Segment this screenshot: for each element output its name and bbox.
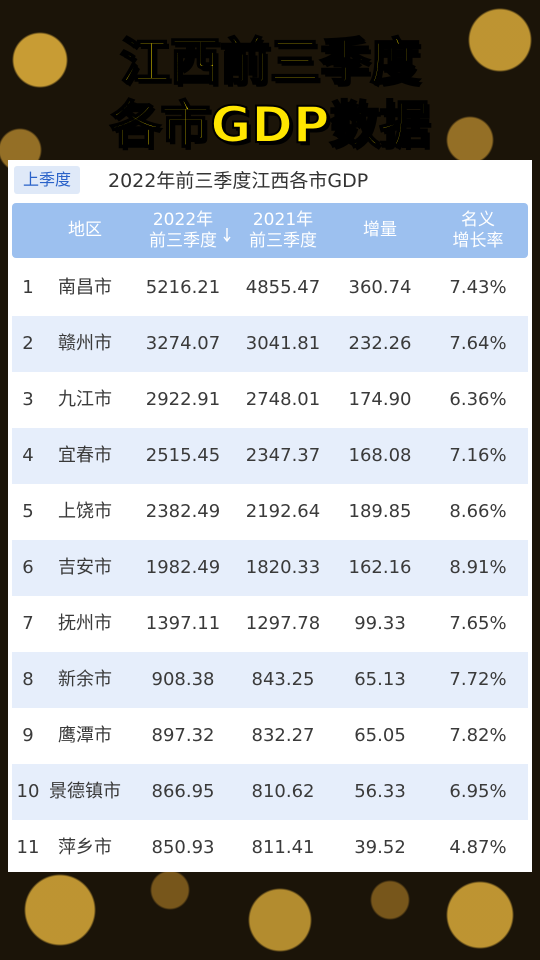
value-cell: 39.52 bbox=[354, 837, 406, 858]
column-header: 地区 bbox=[68, 220, 102, 240]
value-cell: 232.26 bbox=[348, 333, 412, 354]
rank: 9 bbox=[22, 725, 34, 746]
value-cell: 1820.33 bbox=[245, 557, 321, 578]
value-cell: 99.33 bbox=[354, 613, 406, 634]
rank: 11 bbox=[16, 837, 40, 858]
title-line: 江西前三季度 bbox=[119, 32, 421, 92]
value-cell: 5216.21 bbox=[145, 277, 221, 298]
title-line: 各市GDP数据 bbox=[109, 95, 430, 155]
value-cell: 843.25 bbox=[251, 669, 315, 690]
city: 萍乡市 bbox=[58, 837, 112, 858]
value-cell: 174.90 bbox=[348, 389, 412, 410]
table-row: 7 抚州市 1397.11 1297.78 99.33 7.65% bbox=[12, 596, 528, 652]
table-row: 6 吉安市 1982.49 1820.33 162.16 8.91% bbox=[12, 540, 528, 596]
column-header: 前三季度 bbox=[249, 231, 317, 251]
value-cell: 832.27 bbox=[251, 725, 315, 746]
value-cell: 1397.11 bbox=[145, 613, 221, 634]
value-cell: 7.16% bbox=[449, 445, 507, 466]
value-cell: 897.32 bbox=[151, 725, 215, 746]
value-cell: 7.82% bbox=[449, 725, 507, 746]
city: 宜春市 bbox=[58, 445, 112, 466]
rank: 10 bbox=[16, 781, 40, 802]
table-row: 11 萍乡市 850.93 811.41 39.52 4.87% bbox=[12, 820, 528, 872]
column-header: 名义 bbox=[461, 210, 495, 230]
table-row: 1 南昌市 5216.21 4855.47 360.74 7.43% bbox=[12, 260, 528, 316]
value-cell: 866.95 bbox=[151, 781, 215, 802]
table-row: 8 新余市 908.38 843.25 65.13 7.72% bbox=[12, 652, 528, 708]
value-cell: 1297.78 bbox=[245, 613, 321, 634]
city: 鹰潭市 bbox=[58, 725, 112, 746]
value-cell: 8.91% bbox=[449, 557, 507, 578]
value-cell: 65.13 bbox=[354, 669, 406, 690]
value-cell: 7.64% bbox=[449, 333, 507, 354]
value-cell: 2515.45 bbox=[145, 445, 221, 466]
value-cell: 7.65% bbox=[449, 613, 507, 634]
tab[interactable]: 上季度 bbox=[14, 166, 80, 194]
table-row: 2 赣州市 3274.07 3041.81 232.26 7.64% bbox=[12, 316, 528, 372]
value-cell: 2382.49 bbox=[145, 501, 221, 522]
table-row: 9 鹰潭市 897.32 832.27 65.05 7.82% bbox=[12, 708, 528, 764]
value-cell: 2748.01 bbox=[245, 389, 321, 410]
value-cell: 8.66% bbox=[449, 501, 507, 522]
city: 抚州市 bbox=[58, 613, 112, 634]
rank: 3 bbox=[22, 389, 34, 410]
value-cell: 2347.37 bbox=[245, 445, 321, 466]
value-cell: 850.93 bbox=[151, 837, 215, 858]
column-header: 前三季度 bbox=[149, 231, 217, 251]
value-cell: 4.87% bbox=[449, 837, 507, 858]
value-cell: 4855.47 bbox=[245, 277, 321, 298]
city: 新余市 bbox=[58, 669, 112, 690]
city: 赣州市 bbox=[58, 333, 112, 354]
value-cell: 908.38 bbox=[151, 669, 215, 690]
table-row: 3 九江市 2922.91 2748.01 174.90 6.36% bbox=[12, 372, 528, 428]
table-panel: 上季度 2022年前三季度江西各市GDP 地区 2022年 前三季度 2021年 前三季… bbox=[8, 160, 532, 872]
value-cell: 6.95% bbox=[449, 781, 507, 802]
rank: 2 bbox=[22, 333, 34, 354]
value-cell: 189.85 bbox=[348, 501, 412, 522]
value-cell: 7.43% bbox=[449, 277, 507, 298]
rank: 7 bbox=[22, 613, 34, 634]
value-cell: 65.05 bbox=[354, 725, 406, 746]
table-row: 10 景德镇市 866.95 810.62 56.33 6.95% bbox=[12, 764, 528, 820]
city: 吉安市 bbox=[58, 557, 112, 578]
column-header: 2022年 bbox=[152, 210, 214, 230]
value-cell: 3274.07 bbox=[145, 333, 221, 354]
rank: 1 bbox=[22, 277, 34, 298]
value-cell: 6.36% bbox=[449, 389, 507, 410]
rank: 5 bbox=[22, 501, 34, 522]
city: 上饶市 bbox=[58, 501, 112, 522]
value-cell: 162.16 bbox=[348, 557, 412, 578]
value-cell: 56.33 bbox=[354, 781, 406, 802]
city: 景德镇市 bbox=[49, 781, 121, 802]
column-header: 增长率 bbox=[452, 231, 504, 251]
value-cell: 1982.49 bbox=[145, 557, 221, 578]
value-cell: 2192.64 bbox=[245, 501, 321, 522]
table-row: 4 宜春市 2515.45 2347.37 168.08 7.16% bbox=[12, 428, 528, 484]
rank: 4 bbox=[22, 445, 34, 466]
value-cell: 7.72% bbox=[449, 669, 507, 690]
header-row: 地区 2022年 前三季度 2021年 前三季度 增量 名义 增长率 bbox=[12, 203, 528, 258]
rank: 6 bbox=[22, 557, 34, 578]
value-cell: 810.62 bbox=[251, 781, 315, 802]
rank: 8 bbox=[22, 669, 34, 690]
sort-icon[interactable] bbox=[223, 227, 231, 243]
table-caption: 2022年前三季度江西各市GDP bbox=[108, 170, 369, 192]
value-cell: 811.41 bbox=[251, 837, 315, 858]
value-cell: 168.08 bbox=[348, 445, 412, 466]
value-cell: 2922.91 bbox=[145, 389, 221, 410]
value-cell: 3041.81 bbox=[245, 333, 321, 354]
table-row: 5 上饶市 2382.49 2192.64 189.85 8.66% bbox=[12, 484, 528, 540]
city: 九江市 bbox=[58, 389, 112, 410]
value-cell: 360.74 bbox=[348, 277, 412, 298]
city: 南昌市 bbox=[58, 277, 112, 298]
column-header: 2021年 bbox=[252, 210, 314, 230]
column-header: 增量 bbox=[363, 220, 397, 240]
